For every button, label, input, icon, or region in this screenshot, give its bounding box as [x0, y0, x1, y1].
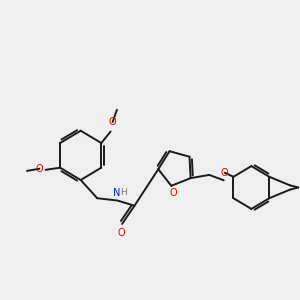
Text: H: H [120, 188, 127, 197]
Text: O: O [169, 188, 177, 198]
Text: O: O [117, 227, 125, 238]
Text: O: O [36, 164, 43, 174]
Text: O: O [109, 117, 116, 127]
Text: O: O [221, 168, 229, 178]
Text: N: N [113, 188, 121, 198]
